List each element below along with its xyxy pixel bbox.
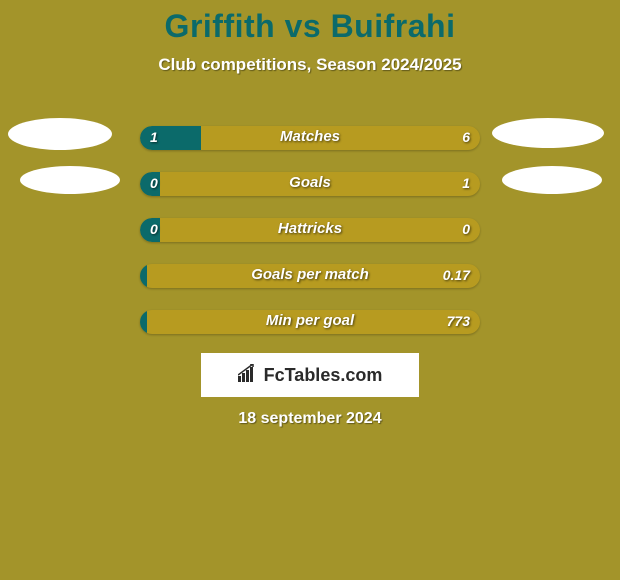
stat-bars: Matches16Goals01Hattricks00Goals per mat… xyxy=(140,126,480,356)
stat-bar-row: Min per goal773 xyxy=(140,310,480,334)
date-line: 18 september 2024 xyxy=(0,410,620,428)
stat-bar-right-value: 0 xyxy=(462,221,470,237)
bar-chart-icon xyxy=(238,364,260,387)
stat-bar-right-value: 773 xyxy=(447,313,470,329)
stat-bar-right-value: 0.17 xyxy=(443,267,470,283)
stat-bar-row: Hattricks0 0 xyxy=(140,218,480,242)
stat-bar-left-value: 0 xyxy=(150,175,158,191)
stat-bar-row: Matches1 6 xyxy=(140,126,480,150)
stat-bar-label: Goals per match xyxy=(140,266,480,283)
team-ellipse xyxy=(492,118,604,148)
infographic-canvas: Griffith vs Buifrahi Club competitions, … xyxy=(0,0,620,580)
stat-bar-row: Goals per match0.17 xyxy=(140,264,480,288)
team-ellipse xyxy=(502,166,602,194)
team-ellipse xyxy=(20,166,120,194)
stat-bar-left-value: 0 xyxy=(150,221,158,237)
stat-bar-label: Matches xyxy=(140,128,480,145)
stat-bar-right-value: 6 xyxy=(462,129,470,145)
team-ellipse xyxy=(8,118,112,150)
page-title: Griffith vs Buifrahi xyxy=(0,0,620,45)
stat-bar-label: Hattricks xyxy=(140,220,480,237)
logo: FcTables.com xyxy=(238,364,383,387)
stat-bar-label: Min per goal xyxy=(140,312,480,329)
stat-bar-left-value: 1 xyxy=(150,129,158,145)
stat-bar-row: Goals0 1 xyxy=(140,172,480,196)
logo-box: FcTables.com xyxy=(201,353,419,397)
logo-text: FcTables.com xyxy=(264,365,383,386)
stat-bar-label: Goals xyxy=(140,174,480,191)
stat-bar-right-value: 1 xyxy=(462,175,470,191)
subtitle: Club competitions, Season 2024/2025 xyxy=(0,55,620,75)
